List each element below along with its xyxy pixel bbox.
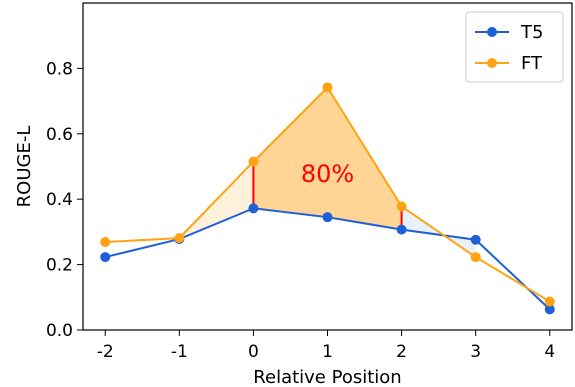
point-ft-0 [248, 156, 259, 167]
legend-label-t5: T5 [520, 22, 543, 43]
point-ft-4 [544, 296, 555, 307]
y-tick-label-0: 0.0 [46, 321, 73, 341]
x-axis-title: Relative Position [253, 367, 401, 387]
point-t5--2 [100, 252, 111, 263]
series-layer [100, 82, 555, 315]
x-tick-label-2: 2 [396, 342, 407, 362]
point-t5-1 [322, 212, 333, 223]
annotation-label: 80% [301, 160, 354, 188]
ticks-layer: -2 -1 0 1 2 3 4 0.0 0.2 0.4 0.6 0.8 [46, 59, 555, 362]
point-ft-3 [470, 252, 481, 263]
point-t5-4 [544, 304, 555, 315]
series-line-t5 [104, 207, 551, 311]
y-tick-label-1: 0.2 [46, 256, 73, 276]
point-t5-2 [396, 224, 407, 235]
point-ft--1 [174, 233, 185, 244]
point-t5-0 [248, 203, 259, 214]
legend-marker-t5 [487, 27, 497, 37]
y-tick-label-4: 0.8 [46, 59, 73, 79]
x-tick-label--1: -1 [171, 342, 188, 362]
legend-label-ft: FT [521, 53, 543, 74]
legend: T5 FT [465, 11, 564, 83]
y-axis-title: ROUGE-L [14, 126, 35, 208]
point-ft--2 [100, 237, 111, 248]
x-tick-label-0: 0 [248, 342, 259, 362]
y-tick-label-2: 0.4 [46, 190, 73, 210]
shade-center [253, 87, 402, 230]
x-tick-label-3: 3 [470, 342, 481, 362]
y-tick-label-3: 0.6 [46, 125, 73, 145]
x-tick-label--2: -2 [97, 342, 114, 362]
x-tick-label-1: 1 [322, 342, 333, 362]
point-t5-3 [470, 234, 481, 245]
legend-box [465, 11, 564, 83]
legend-marker-ft [487, 58, 497, 68]
x-tick-label-4: 4 [544, 342, 555, 362]
point-ft-1 [322, 82, 333, 93]
point-ft-2 [396, 201, 407, 212]
